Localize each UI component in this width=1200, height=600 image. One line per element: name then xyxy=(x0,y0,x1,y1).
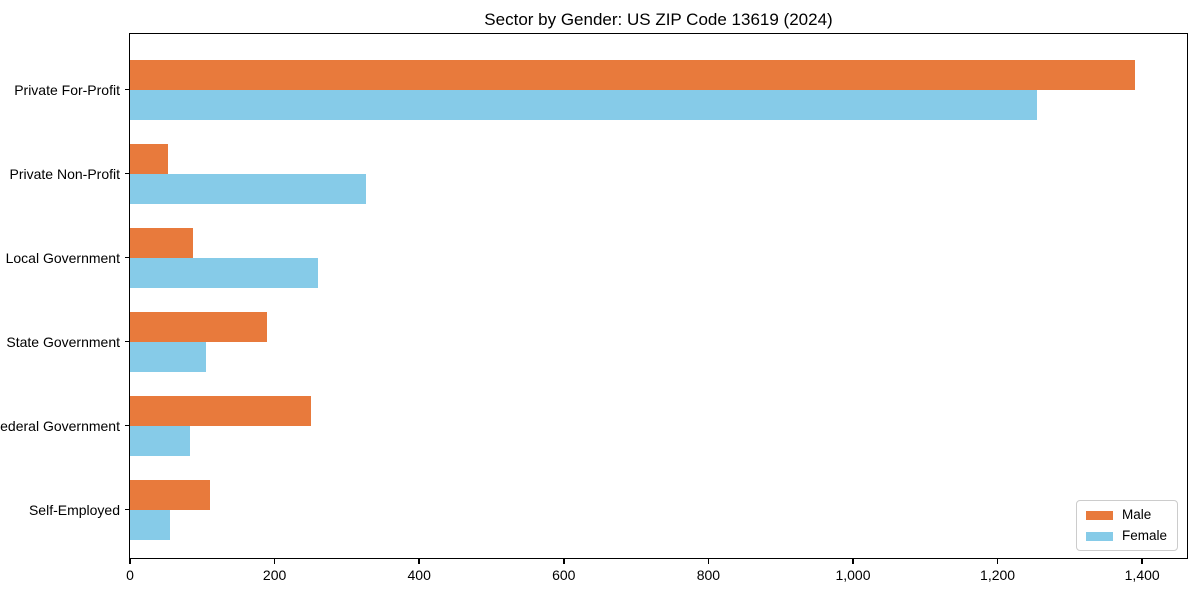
bar-male-2 xyxy=(130,143,169,174)
x-axis-label: 200 xyxy=(262,567,287,583)
legend-entry-male: Male xyxy=(1085,507,1167,522)
x-axis-label: 1,000 xyxy=(835,567,871,583)
legend-entry-female: Female xyxy=(1085,528,1167,543)
bar-female-3 xyxy=(130,257,318,288)
legend-label-male: Male xyxy=(1121,507,1152,522)
bar-male-5 xyxy=(130,395,311,426)
x-axis-label: 600 xyxy=(552,567,576,583)
x-axis-tick xyxy=(418,558,420,564)
x-axis-tick xyxy=(996,558,999,564)
bar-female-5 xyxy=(130,425,190,456)
x-axis-label: 400 xyxy=(407,567,431,583)
y-axis-tick xyxy=(125,88,130,91)
x-axis-tick xyxy=(563,558,565,564)
y-axis-label: State Government xyxy=(6,333,120,350)
bar-female-6 xyxy=(130,509,170,540)
bar-female-4 xyxy=(130,341,206,372)
legend-swatch-female xyxy=(1085,531,1113,541)
bar-male-6 xyxy=(130,479,210,510)
legend-swatch-male xyxy=(1085,510,1113,520)
y-axis-tick xyxy=(125,172,130,175)
x-axis-tick xyxy=(129,558,131,564)
y-axis-tick xyxy=(125,508,130,511)
x-axis-label: 1,200 xyxy=(980,567,1016,583)
y-axis-label: Private Non-Profit xyxy=(9,165,120,182)
y-axis-tick xyxy=(125,256,130,259)
bar-female-2 xyxy=(130,173,367,204)
chart-title: Sector by Gender: US ZIP Code 13619 (202… xyxy=(484,10,833,29)
bar-male-4 xyxy=(130,311,267,342)
plot-area: Male Female Private For-Profit Private Non… xyxy=(0,33,1188,583)
x-axis-tick xyxy=(852,558,854,564)
x-axis-label: 1,400 xyxy=(1124,567,1160,583)
x-axis-label: 800 xyxy=(696,567,721,583)
x-axis-tick xyxy=(1141,558,1143,564)
x-axis-tick xyxy=(707,558,710,564)
y-axis-label: Federal Government xyxy=(0,417,120,434)
y-axis-label: Local Government xyxy=(5,249,120,266)
x-axis-tick xyxy=(273,558,276,564)
x-axis-label: 0 xyxy=(126,567,134,583)
bar-male-1 xyxy=(130,59,1135,90)
y-axis-label: Self-Employed xyxy=(28,501,120,518)
y-axis-label: Private For-Profit xyxy=(14,81,120,98)
y-axis-tick xyxy=(125,424,130,427)
bar-female-1 xyxy=(130,89,1038,120)
legend: Male Female xyxy=(1075,500,1178,551)
y-axis-tick xyxy=(125,340,130,343)
bar-male-3 xyxy=(130,227,193,258)
legend-label-female: Female xyxy=(1121,528,1167,543)
